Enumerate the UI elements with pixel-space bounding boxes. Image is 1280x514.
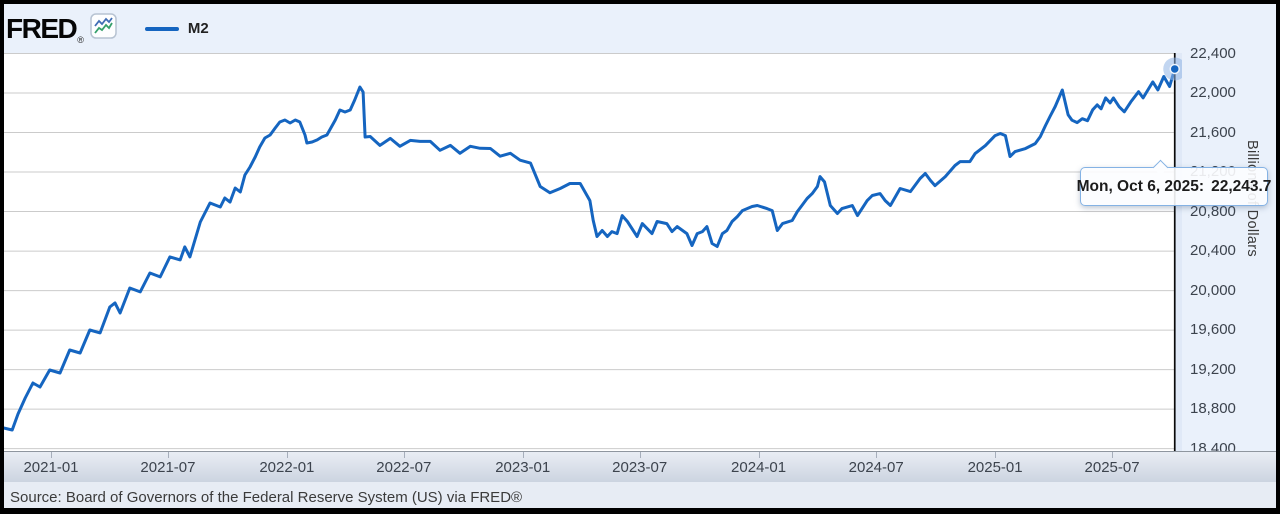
x-tick-label: 2021-07	[140, 459, 196, 476]
y-tick-label: 20,000	[1190, 281, 1236, 299]
y-tick-label: 22,400	[1190, 44, 1236, 62]
tooltip: Mon, Oct 6, 2025: 22,243.7	[1076, 159, 1272, 206]
x-tick-mark	[1112, 452, 1114, 458]
x-tick-label: 2024-07	[848, 459, 904, 476]
y-tick-label: 21,600	[1190, 123, 1236, 141]
source-text: Source: Board of Governors of the Federa…	[10, 489, 523, 506]
x-tick-label: 2021-01	[23, 459, 79, 476]
chart-header: FRED ® M2	[4, 4, 1276, 53]
m2-series-line	[4, 67, 1177, 432]
y-tick-label: 20,800	[1190, 202, 1236, 220]
y-tick-label: 19,200	[1190, 360, 1236, 378]
x-tick-mark	[758, 452, 760, 458]
x-axis: 2021-01 2021-07 2022-01 2022-07 2023-01 2023-…	[4, 451, 1276, 482]
x-tick-label: 2024-01	[731, 459, 787, 476]
x-tick-mark	[639, 452, 641, 458]
x-tick-mark	[167, 452, 169, 458]
fred-logo-text: FRED	[6, 12, 78, 44]
m2-line-chart[interactable]	[4, 53, 1182, 451]
y-tick-label: 18,800	[1190, 400, 1236, 418]
x-tick-mark	[522, 452, 524, 458]
legend-series-label[interactable]: M2	[187, 20, 209, 37]
y-tick-label: 20,400	[1190, 242, 1236, 260]
highlight-strip	[1174, 53, 1182, 451]
tooltip-date: Mon, Oct 6, 2025:	[1076, 177, 1205, 195]
y-tick-label: 22,000	[1190, 84, 1236, 101]
x-tick-mark	[51, 452, 52, 458]
fred-sparkline-icon	[90, 12, 117, 44]
x-tick-mark	[286, 452, 288, 458]
x-tick-mark	[876, 452, 878, 458]
x-tick-label: 2022-01	[259, 459, 315, 476]
registered-mark: ®	[77, 34, 84, 45]
legend-line-swatch	[144, 26, 179, 31]
x-tick-label: 2025-01	[967, 459, 1023, 476]
x-tick-mark	[403, 452, 405, 458]
x-tick-label: 2023-07	[612, 459, 668, 476]
source-footer: Source: Board of Governors of the Federa…	[4, 482, 1276, 508]
fred-logo[interactable]: FRED ®	[6, 9, 117, 49]
x-tick-label: 2023-01	[495, 459, 551, 476]
x-tick-mark	[995, 452, 997, 458]
plot-area[interactable]: Mon, Oct 6, 2025: 22,243.7	[4, 53, 1271, 451]
legend: M2	[117, 20, 209, 37]
x-tick-label: 2022-07	[376, 459, 432, 476]
tooltip-value: 22,243.7	[1211, 177, 1272, 195]
y-tick-label: 19,600	[1190, 321, 1236, 339]
data-point-marker	[1169, 63, 1180, 75]
x-tick-label: 2025-07	[1084, 459, 1140, 476]
